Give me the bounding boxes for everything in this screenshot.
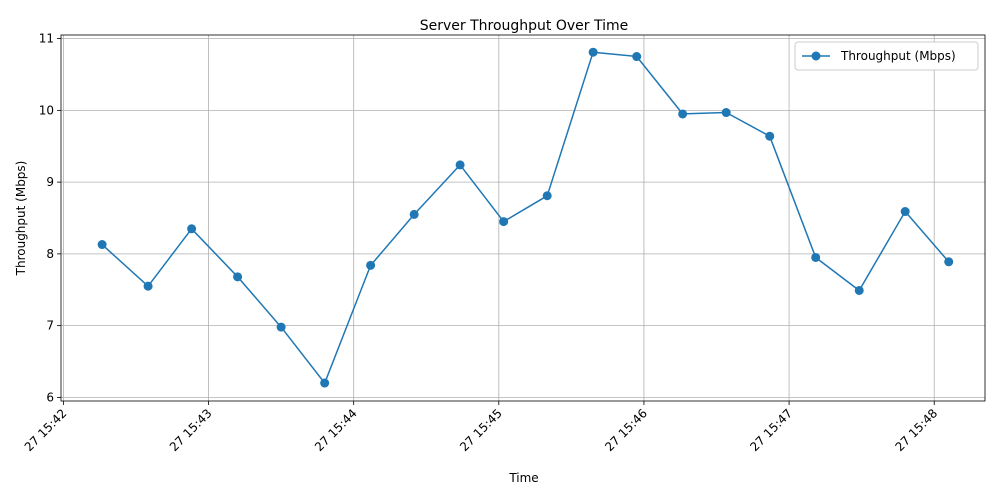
y-tick-label: 6 <box>46 390 54 404</box>
data-point <box>588 47 598 57</box>
plot-area: 27 15:42 27 15:43 27 15:44 27 15:45 27 15:46… <box>22 32 986 454</box>
data-point <box>499 217 509 227</box>
data-point <box>366 260 376 270</box>
legend-label: Throughput (Mbps) <box>840 49 956 63</box>
y-tick-label: 8 <box>46 247 54 261</box>
series-layer <box>97 47 954 388</box>
x-axis-title: Time <box>508 471 538 485</box>
data-point <box>944 257 954 267</box>
data-point <box>542 191 552 201</box>
chart-title: Server Throughput Over Time <box>420 18 629 34</box>
data-point <box>187 224 197 234</box>
grid <box>61 35 985 401</box>
y-axis-title: Throughput (Mbps) <box>14 161 28 277</box>
plot-frame <box>60 34 986 402</box>
data-point <box>97 240 107 250</box>
y-tick-label: 9 <box>46 175 54 189</box>
data-point <box>455 160 465 170</box>
data-point <box>632 52 642 62</box>
plot-background <box>61 35 985 401</box>
legend-box <box>794 41 979 71</box>
series-line <box>101 51 950 384</box>
data-point <box>320 378 330 388</box>
y-tick-label: 7 <box>46 319 54 333</box>
data-point <box>900 207 910 217</box>
data-point <box>678 109 688 119</box>
data-point <box>854 285 864 295</box>
y-tick-label: 10 <box>39 103 54 117</box>
data-point <box>276 322 286 332</box>
data-point <box>721 108 731 118</box>
data-point <box>765 131 775 141</box>
data-point <box>143 281 153 291</box>
data-point <box>233 272 243 282</box>
y-tick-label: 11 <box>39 32 54 46</box>
y-axis: 6 7 8 9 10 11 <box>39 32 61 404</box>
legend-marker-sample <box>811 51 821 61</box>
data-point <box>409 209 419 219</box>
data-point <box>811 252 821 262</box>
legend: Throughput (Mbps) <box>794 41 979 71</box>
